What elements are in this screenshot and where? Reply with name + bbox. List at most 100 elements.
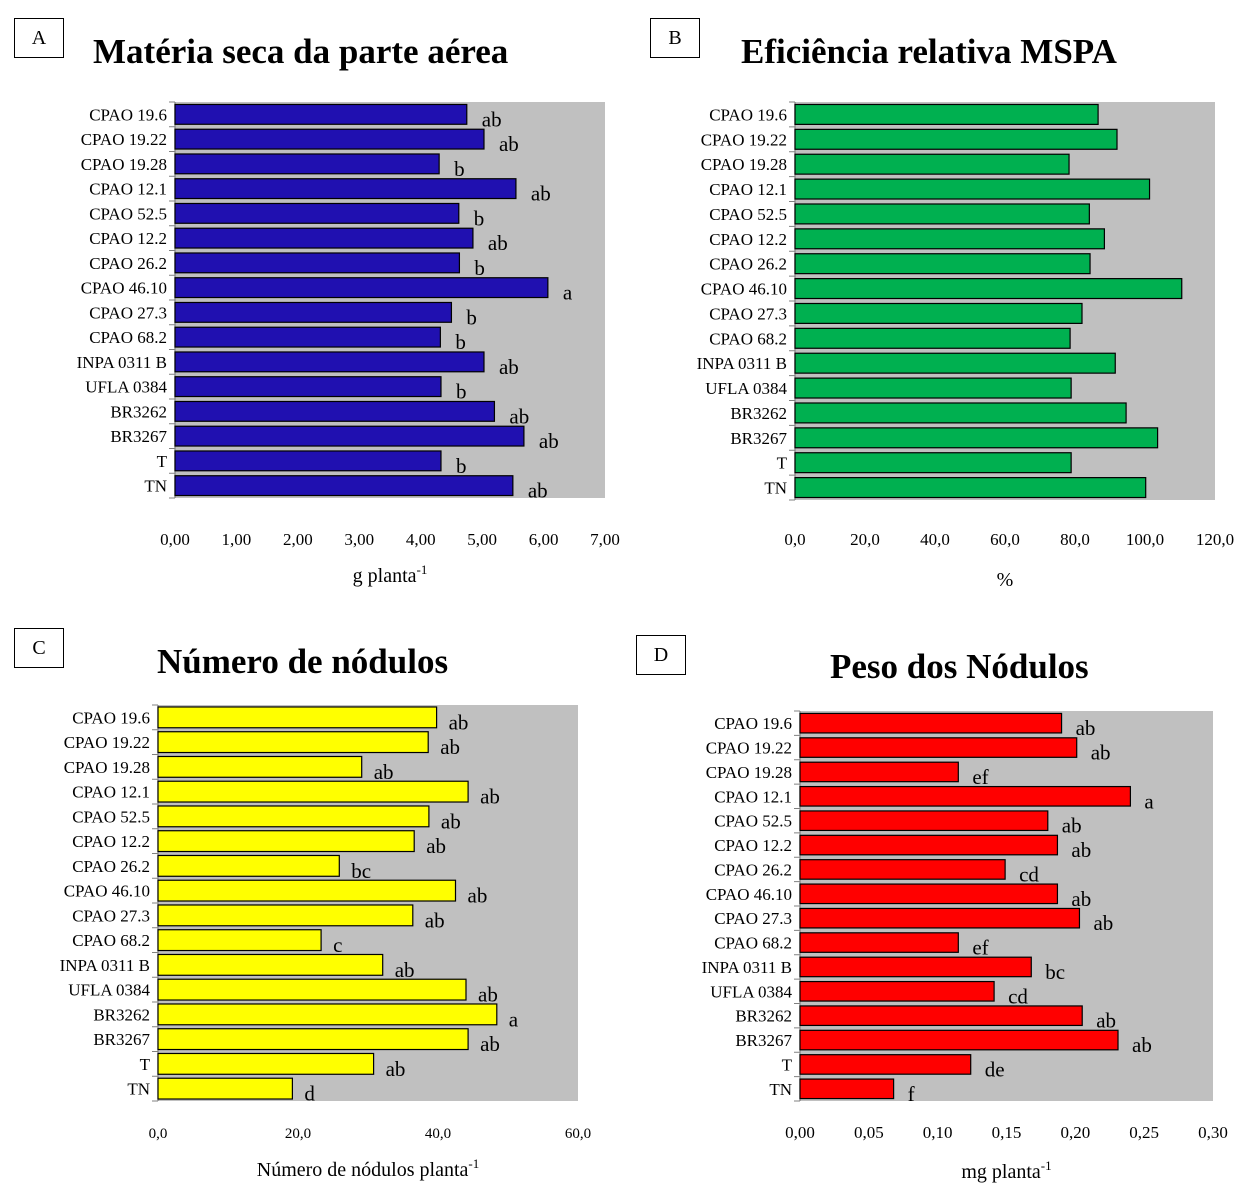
panel-c-title: Número de nódulos: [157, 642, 449, 681]
x-tick-label: 20,0: [285, 1126, 311, 1142]
x-tick-label: 1,00: [222, 530, 252, 549]
bar: [174, 202, 460, 224]
category-label: CPAO 19.6: [714, 714, 792, 733]
bar: [157, 953, 384, 976]
bar: [794, 302, 1083, 324]
x-tick-label: 100,0: [1126, 530, 1164, 549]
category-label: BR3262: [735, 1007, 792, 1026]
category-label: BR3262: [110, 402, 167, 421]
category-label: INPA 0311 B: [697, 354, 787, 373]
panel-d-title: Peso dos Nódulos: [830, 647, 1089, 686]
bar: [174, 103, 468, 125]
significance-label: ab: [1091, 741, 1111, 765]
significance-label: a: [1144, 789, 1154, 813]
category-label: CPAO 52.5: [709, 205, 787, 224]
bar: [799, 737, 1078, 758]
x-axis-label: Número de nódulos planta-1: [257, 1156, 479, 1181]
category-label: BR3262: [730, 404, 787, 423]
bar: [794, 377, 1072, 399]
bar: [799, 810, 1049, 832]
category-label: TN: [764, 479, 787, 498]
category-label: CPAO 27.3: [89, 303, 167, 322]
category-label: BR3262: [93, 1005, 150, 1024]
category-label: INPA 0311 B: [77, 353, 167, 372]
x-tick-label: 3,00: [344, 530, 374, 549]
category-label: CPAO 19.28: [701, 155, 787, 174]
category-label: TN: [127, 1080, 150, 1099]
category-label: CPAO 12.2: [714, 836, 792, 855]
bar: [157, 929, 322, 952]
category-label: CPAO 26.2: [72, 857, 150, 876]
category-label: CPAO 68.2: [709, 329, 787, 348]
category-label: UFLA 0384: [85, 378, 167, 397]
category-label: CPAO 52.5: [89, 204, 167, 223]
x-tick-label: 6,00: [529, 530, 559, 549]
x-tick-label: 0,30: [1198, 1123, 1228, 1142]
bar: [794, 427, 1159, 449]
bar: [157, 755, 363, 778]
category-label: UFLA 0384: [710, 982, 792, 1001]
panel-c-label-box: C: [14, 628, 64, 668]
x-tick-label: 0,25: [1129, 1123, 1159, 1142]
significance-label: ab: [1076, 716, 1096, 740]
significance-label: d: [304, 1082, 315, 1106]
significance-label: de: [985, 1057, 1005, 1081]
bar: [799, 980, 995, 1002]
significance-label: ab: [499, 355, 519, 379]
category-label: CPAO 27.3: [72, 906, 150, 925]
bar: [174, 376, 442, 398]
significance-label: ab: [539, 429, 559, 453]
bar: [157, 879, 457, 902]
x-tick-label: 40,0: [920, 530, 950, 549]
bar: [799, 1054, 972, 1075]
significance-label: a: [563, 281, 573, 305]
bar: [799, 907, 1081, 929]
bar: [157, 904, 414, 927]
x-tick-label: 4,00: [406, 530, 436, 549]
significance-label: b: [466, 305, 477, 329]
bar: [174, 128, 485, 150]
x-tick-label: 40,0: [425, 1126, 451, 1142]
significance-label: ab: [468, 884, 488, 908]
category-label: CPAO 68.2: [89, 328, 167, 347]
x-tick-label: 2,00: [283, 530, 313, 549]
x-axis-label: mg planta-1: [961, 1158, 1051, 1183]
bar: [794, 228, 1105, 250]
bar: [174, 400, 496, 422]
bar: [794, 178, 1151, 200]
x-tick-label: 20,0: [850, 530, 880, 549]
category-label: INPA 0311 B: [702, 958, 792, 977]
category-label: BR3267: [93, 1030, 150, 1049]
bar: [157, 1077, 293, 1100]
bar: [794, 103, 1099, 125]
significance-label: ab: [1132, 1033, 1152, 1057]
significance-label: ab: [499, 132, 519, 156]
bar: [157, 1052, 375, 1075]
bar: [174, 277, 549, 299]
bar: [174, 450, 442, 472]
bar: [157, 706, 438, 729]
category-label: INPA 0311 B: [60, 956, 150, 975]
x-tick-label: 80,0: [1060, 530, 1090, 549]
significance-label: cd: [1008, 984, 1028, 1008]
bar: [174, 252, 461, 274]
chart-nodule-number: CPAO 19.6 ab CPAO 19.22 ab CPAO 19.28 ab CPAO …: [60, 704, 591, 1181]
bar: [157, 1003, 498, 1026]
bar: [157, 978, 467, 1001]
bar: [799, 785, 1131, 807]
bar: [794, 452, 1072, 474]
significance-label: ab: [441, 809, 461, 833]
category-label: CPAO 19.28: [81, 155, 167, 174]
significance-label: ab: [1062, 814, 1082, 838]
bar: [799, 712, 1063, 734]
category-label: BR3267: [735, 1031, 792, 1050]
bar: [799, 834, 1059, 856]
x-tick-label: 120,0: [1196, 530, 1234, 549]
significance-label: ab: [449, 710, 469, 734]
x-tick-label: 0,00: [785, 1123, 815, 1142]
bar: [174, 475, 514, 497]
panel-a-title: Matéria seca da parte aérea: [93, 32, 509, 71]
bar: [157, 854, 340, 877]
